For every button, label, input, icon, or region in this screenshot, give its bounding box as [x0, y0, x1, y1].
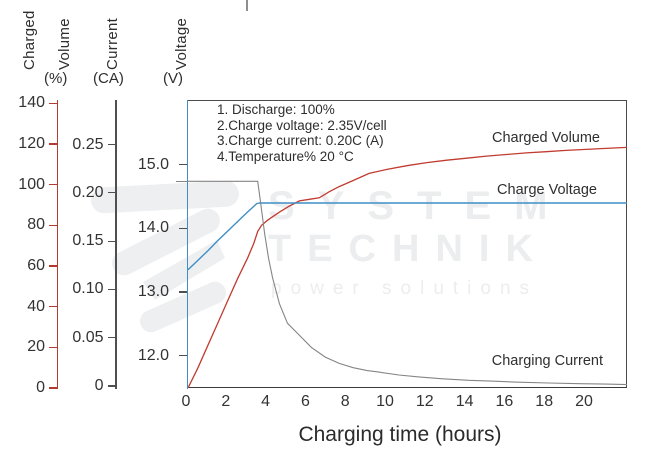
cropped-top-artifact: [246, 0, 248, 11]
charged-volume-label: Charged Volume: [491, 130, 600, 146]
volume-axis-title-word1: Charged: [21, 10, 38, 70]
annotation-line: 3.Charge current: 0.20C (A): [217, 133, 384, 148]
current-curve-axis-stub: [176, 181, 188, 183]
x-tick-label: 12: [415, 393, 434, 410]
x-tick-label: 10: [376, 393, 394, 410]
voltage-tick-label: 12.0: [137, 346, 169, 364]
volume-tick-label: 0: [36, 379, 45, 396]
x-tick-label: 20: [575, 393, 593, 410]
volume-tick-mark: [49, 346, 57, 348]
voltage-axis-title: Voltage: [173, 17, 190, 70]
x-tick-label: 0: [181, 393, 191, 410]
x-tick-label: 16: [495, 393, 514, 410]
watermark-text-line2: TECHNIK: [268, 228, 549, 270]
volume-tick-mark: [49, 265, 57, 267]
voltage-tick-label: 13.0: [137, 283, 169, 300]
current-tick-label: 0.05: [72, 328, 104, 346]
volume-tick-label: 60: [27, 256, 45, 274]
voltage-axis-line: [186, 100, 189, 389]
volume-tick-label: 80: [27, 216, 45, 234]
x-tick-label: 2: [221, 393, 231, 410]
voltage-tick-label: 14.0: [137, 219, 169, 237]
volume-tick-label: 20: [27, 338, 45, 356]
annotation-line: 1. Discharge: 100%: [217, 102, 335, 117]
volume-tick-label: 120: [18, 134, 45, 152]
charging-current-curve: [188, 180, 627, 386]
watermark-text-line3: power solutions: [271, 278, 539, 299]
watermark-logo-swoosh: [91, 180, 239, 333]
plot-area-border: [188, 100, 627, 388]
current-tick-label: 0: [94, 377, 104, 395]
current-tick-label: 0.20: [72, 183, 104, 201]
voltage-axis-unit: (V): [163, 70, 183, 87]
current-axis-title: Current: [104, 17, 121, 70]
plot-curves: [188, 146, 627, 388]
current-tick-mark: [107, 240, 116, 242]
annotation-line: 2.Charge voltage: 2.35V/cell: [217, 117, 387, 133]
current-tick-label: 0.10: [72, 280, 104, 298]
volume-tick-label: 40: [27, 297, 45, 315]
current-tick-label: 0.15: [72, 232, 104, 250]
volume-tick-mark: [49, 224, 57, 226]
volume-tick-mark: [49, 143, 57, 145]
voltage-tick-mark: [179, 227, 187, 229]
charge-voltage-label: Charge Voltage: [497, 182, 597, 198]
watermark-text-line1: SYSTEM: [268, 184, 571, 228]
x-tick-label: 14: [455, 393, 474, 410]
current-tick-mark: [107, 385, 116, 387]
volume-tick-label: 100: [18, 175, 45, 193]
volume-axis-line: [56, 100, 59, 389]
volume-tick-label: 140: [18, 94, 45, 112]
charge-voltage-curve: [188, 202, 627, 271]
charged-volume-curve: [188, 146, 627, 388]
volume-tick-mark: [49, 102, 57, 104]
current-axis-line: [115, 100, 117, 389]
voltage-tick-mark: [179, 164, 187, 166]
volume-tick-mark: [49, 387, 57, 389]
current-tick-mark: [107, 192, 116, 194]
test-conditions-annotation: 1. Discharge: 100% 2.Charge voltage: 2.35…: [217, 102, 387, 164]
current-axis-unit: (CA): [93, 70, 124, 87]
current-tick-mark: [107, 143, 116, 146]
x-tick-label: 4: [261, 393, 271, 410]
charging-current-label: Charging Current: [491, 353, 603, 369]
current-tick-label: 0.25: [72, 135, 104, 153]
volume-axis-unit: (%): [44, 70, 68, 87]
current-tick-mark: [107, 337, 116, 339]
voltage-tick-label: 15.0: [137, 155, 169, 173]
volume-tick-mark: [49, 184, 57, 186]
x-axis-title: Charging time (hours): [298, 423, 502, 446]
voltage-tick-mark: [179, 291, 187, 293]
annotation-line: 4.Temperature% 20 °C: [217, 148, 354, 164]
volume-axis-title-word2: Volume: [56, 18, 73, 70]
x-tick-label: 6: [300, 393, 310, 410]
voltage-tick-mark: [179, 354, 187, 357]
current-tick-mark: [107, 288, 116, 291]
x-tick-label: 18: [535, 393, 554, 410]
x-tick-label: 8: [340, 393, 350, 410]
volume-tick-mark: [49, 306, 57, 308]
